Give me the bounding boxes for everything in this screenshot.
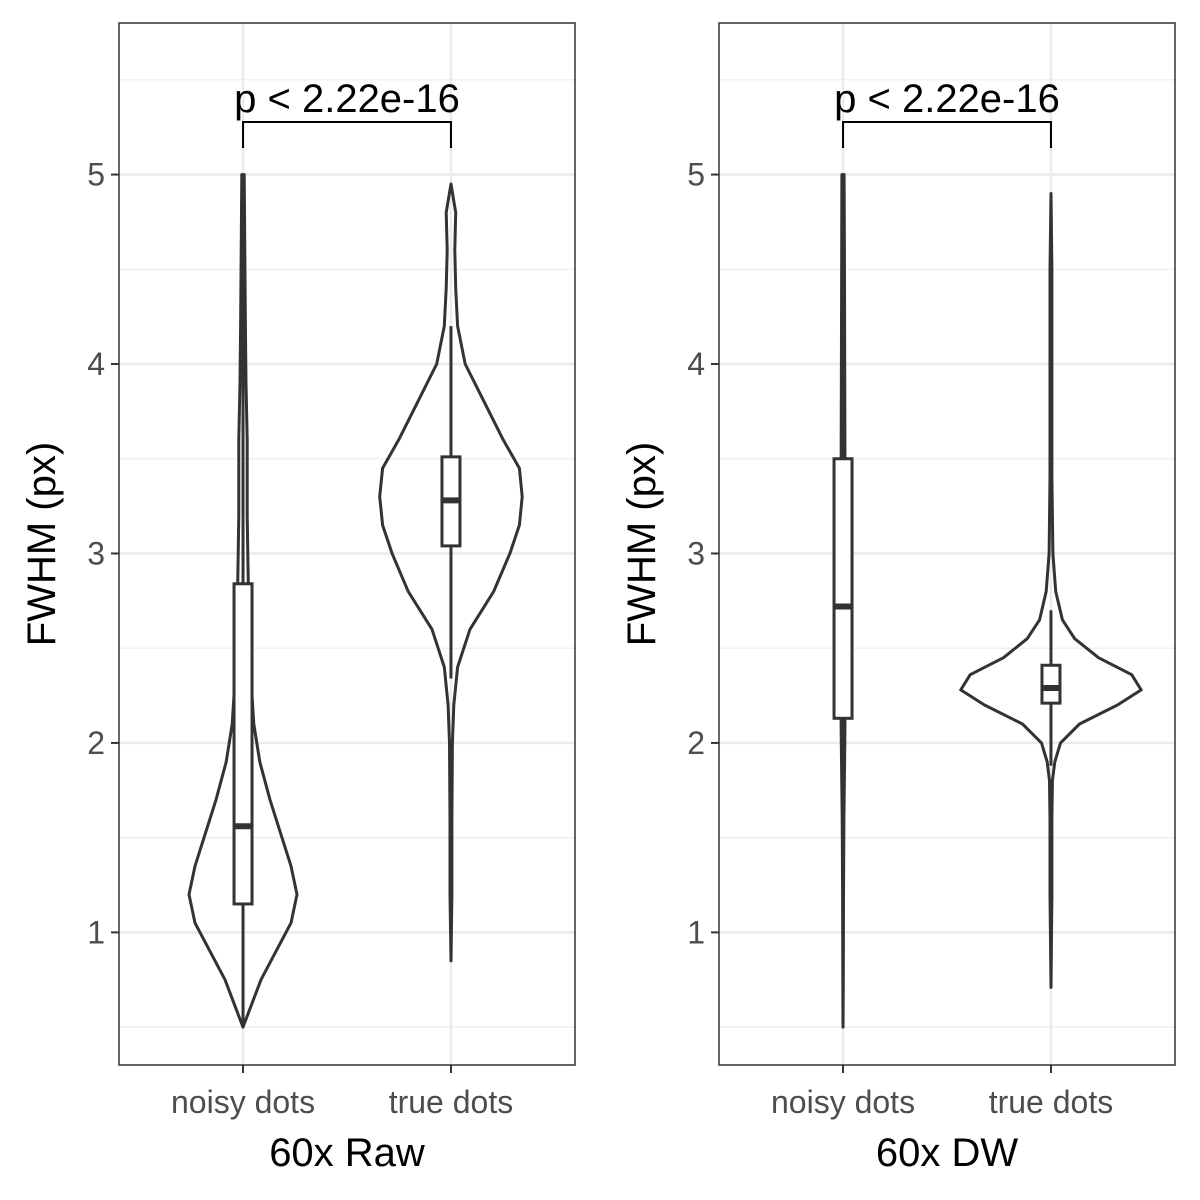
y-tick-label: 1	[87, 914, 105, 950]
y-tick-label: 3	[687, 535, 705, 571]
box-iqr	[1040, 663, 1062, 705]
x-axis-title: 60x DW	[876, 1131, 1018, 1175]
y-tick-label: 4	[687, 346, 705, 382]
y-tick-label: 1	[687, 914, 705, 950]
y-tick-label: 5	[87, 157, 105, 193]
x-tick-label: noisy dots	[171, 1084, 315, 1120]
y-tick-label: 2	[87, 725, 105, 761]
panel-60x-dw: p < 2.22e-16 1 2 3 4 5 noisy dots true dots 60x …	[620, 22, 1176, 1175]
box-iqr	[832, 457, 854, 720]
violin-true-dots	[378, 182, 524, 963]
y-tick-label: 2	[687, 725, 705, 761]
y-tick-label: 4	[87, 346, 105, 382]
y-axis-title: FWHM (px)	[20, 442, 64, 646]
y-axis-title: FWHM (px)	[620, 442, 664, 646]
violin-noisy-dots	[187, 173, 299, 1029]
plot-area	[119, 23, 575, 1065]
box-iqr	[232, 582, 254, 906]
x-tick-label: true dots	[989, 1084, 1114, 1120]
plot-area	[719, 23, 1175, 1065]
x-tick-label: noisy dots	[771, 1084, 915, 1120]
significance-label: p < 2.22e-16	[234, 77, 460, 121]
y-tick-label: 3	[87, 535, 105, 571]
significance-bracket	[242, 121, 452, 148]
x-tick-label: true dots	[389, 1084, 514, 1120]
panel-60x-raw: p < 2.22e-16 1 2 3 4 5 noisy dots true dots 60x …	[20, 22, 576, 1175]
panel-border	[718, 22, 1176, 1066]
significance-bracket	[842, 121, 1052, 148]
panel-border	[118, 22, 576, 1066]
x-axis-title: 60x Raw	[269, 1131, 425, 1175]
y-tick-label: 5	[687, 157, 705, 193]
significance-label: p < 2.22e-16	[834, 77, 1060, 121]
violin-true-dots	[959, 192, 1143, 989]
